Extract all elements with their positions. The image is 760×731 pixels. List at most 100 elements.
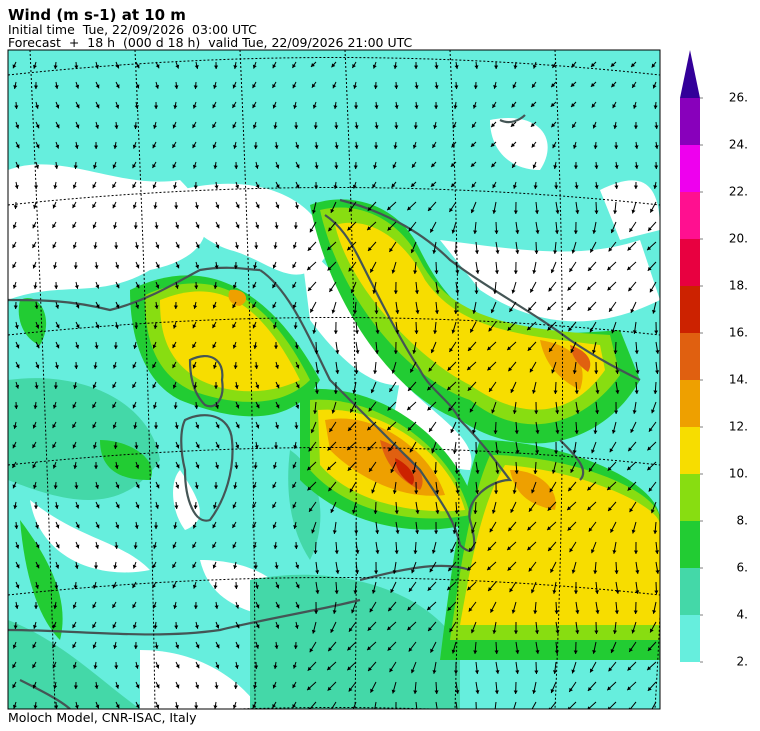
arrow-head — [72, 664, 77, 669]
arrow-head — [92, 404, 97, 409]
arrow-head — [93, 365, 98, 369]
arrow-head — [295, 164, 300, 169]
arrow-head — [272, 284, 277, 289]
arrow-head — [75, 104, 80, 109]
arrow-head — [74, 704, 79, 709]
arrow-head — [593, 430, 598, 434]
arrow-head — [647, 446, 652, 451]
arrow-head — [587, 486, 592, 491]
arrow-head — [72, 604, 77, 609]
arrow-head — [134, 244, 139, 249]
arrow-head — [588, 467, 593, 472]
arrow-head — [453, 670, 459, 674]
colorbar-segment — [680, 427, 700, 474]
arrow-head — [173, 305, 178, 309]
arrow-head — [132, 184, 137, 189]
arrow-head — [35, 164, 40, 169]
arrow-head — [453, 105, 458, 109]
arrow-head — [311, 529, 316, 534]
arrow-head — [33, 505, 39, 509]
arrow-head — [574, 390, 579, 394]
arrow-head — [14, 605, 19, 609]
arrow-head — [133, 425, 138, 429]
arrow-head — [135, 484, 140, 489]
arrow-head — [255, 204, 260, 209]
arrow-head — [507, 546, 512, 551]
arrow-head — [469, 408, 474, 413]
arrow-head — [95, 284, 100, 289]
arrow-head — [292, 704, 297, 709]
arrow-head — [295, 404, 300, 409]
arrow-head — [327, 686, 332, 691]
arrow-head — [573, 230, 578, 234]
arrow-head — [327, 246, 332, 251]
arrow-head — [487, 546, 492, 551]
arrow-head — [490, 608, 494, 613]
arrow-head — [93, 584, 97, 589]
arrow-head — [155, 464, 160, 469]
arrow-head — [174, 85, 179, 89]
arrow-head — [350, 408, 354, 413]
arrow-head — [134, 105, 139, 109]
arrow-head — [595, 610, 600, 614]
arrow-head — [530, 122, 535, 127]
arrow-head — [175, 224, 180, 229]
arrow-head — [375, 550, 380, 554]
arrow-head — [494, 490, 499, 494]
arrow-head — [32, 444, 37, 449]
arrow-head — [72, 444, 77, 449]
arrow-head — [292, 244, 297, 249]
arrow-head — [232, 524, 236, 529]
arrow-head — [93, 565, 99, 569]
arrow-head — [571, 103, 575, 107]
arrow-head — [473, 650, 478, 654]
arrow-head — [652, 609, 657, 614]
arrow-head — [12, 284, 17, 289]
arrow-head — [294, 125, 299, 129]
arrow-head — [53, 485, 58, 489]
arrow-head — [507, 566, 512, 571]
arrow-head — [54, 165, 59, 169]
arrow-head — [509, 308, 514, 313]
arrow-head — [488, 587, 492, 592]
arrow-head — [549, 488, 554, 493]
arrow-head — [490, 309, 495, 314]
arrow-head — [611, 429, 616, 434]
arrow-head — [327, 266, 332, 271]
arrow-head — [235, 624, 240, 629]
arrow-head — [175, 484, 180, 489]
arrow-head — [112, 624, 117, 629]
arrow-head — [154, 225, 159, 229]
arrow-head — [372, 64, 377, 69]
arrow-head — [254, 445, 259, 449]
arrow-head — [367, 206, 372, 211]
arrow-head — [572, 123, 576, 128]
arrow-shaft — [608, 701, 617, 709]
arrow-head — [75, 524, 80, 529]
arrow-head — [135, 264, 140, 269]
arrow-head — [612, 630, 618, 634]
colorbar-segment — [680, 380, 700, 427]
arrow-head — [232, 344, 237, 349]
arrow-head — [154, 105, 159, 109]
arrow-head — [254, 665, 259, 669]
colorbar-segment — [680, 145, 700, 192]
arrow-head — [414, 85, 419, 89]
arrow-head — [653, 530, 658, 534]
arrow-head — [293, 645, 298, 649]
arrow-head — [213, 84, 218, 89]
arrow-head — [413, 125, 418, 129]
arrow-head — [351, 609, 355, 614]
arrow-shaft — [352, 701, 357, 709]
arrow-head — [74, 145, 79, 149]
arrow-head — [234, 165, 239, 169]
meridian — [449, 50, 460, 709]
arrow-head — [13, 205, 18, 209]
arrow-head — [531, 389, 537, 394]
arrow-head — [174, 205, 179, 209]
arrow-head — [215, 244, 220, 249]
arrow-head — [388, 607, 393, 612]
arrow-head — [192, 144, 197, 149]
arrow-head — [195, 264, 200, 269]
arrow-head — [153, 205, 158, 209]
